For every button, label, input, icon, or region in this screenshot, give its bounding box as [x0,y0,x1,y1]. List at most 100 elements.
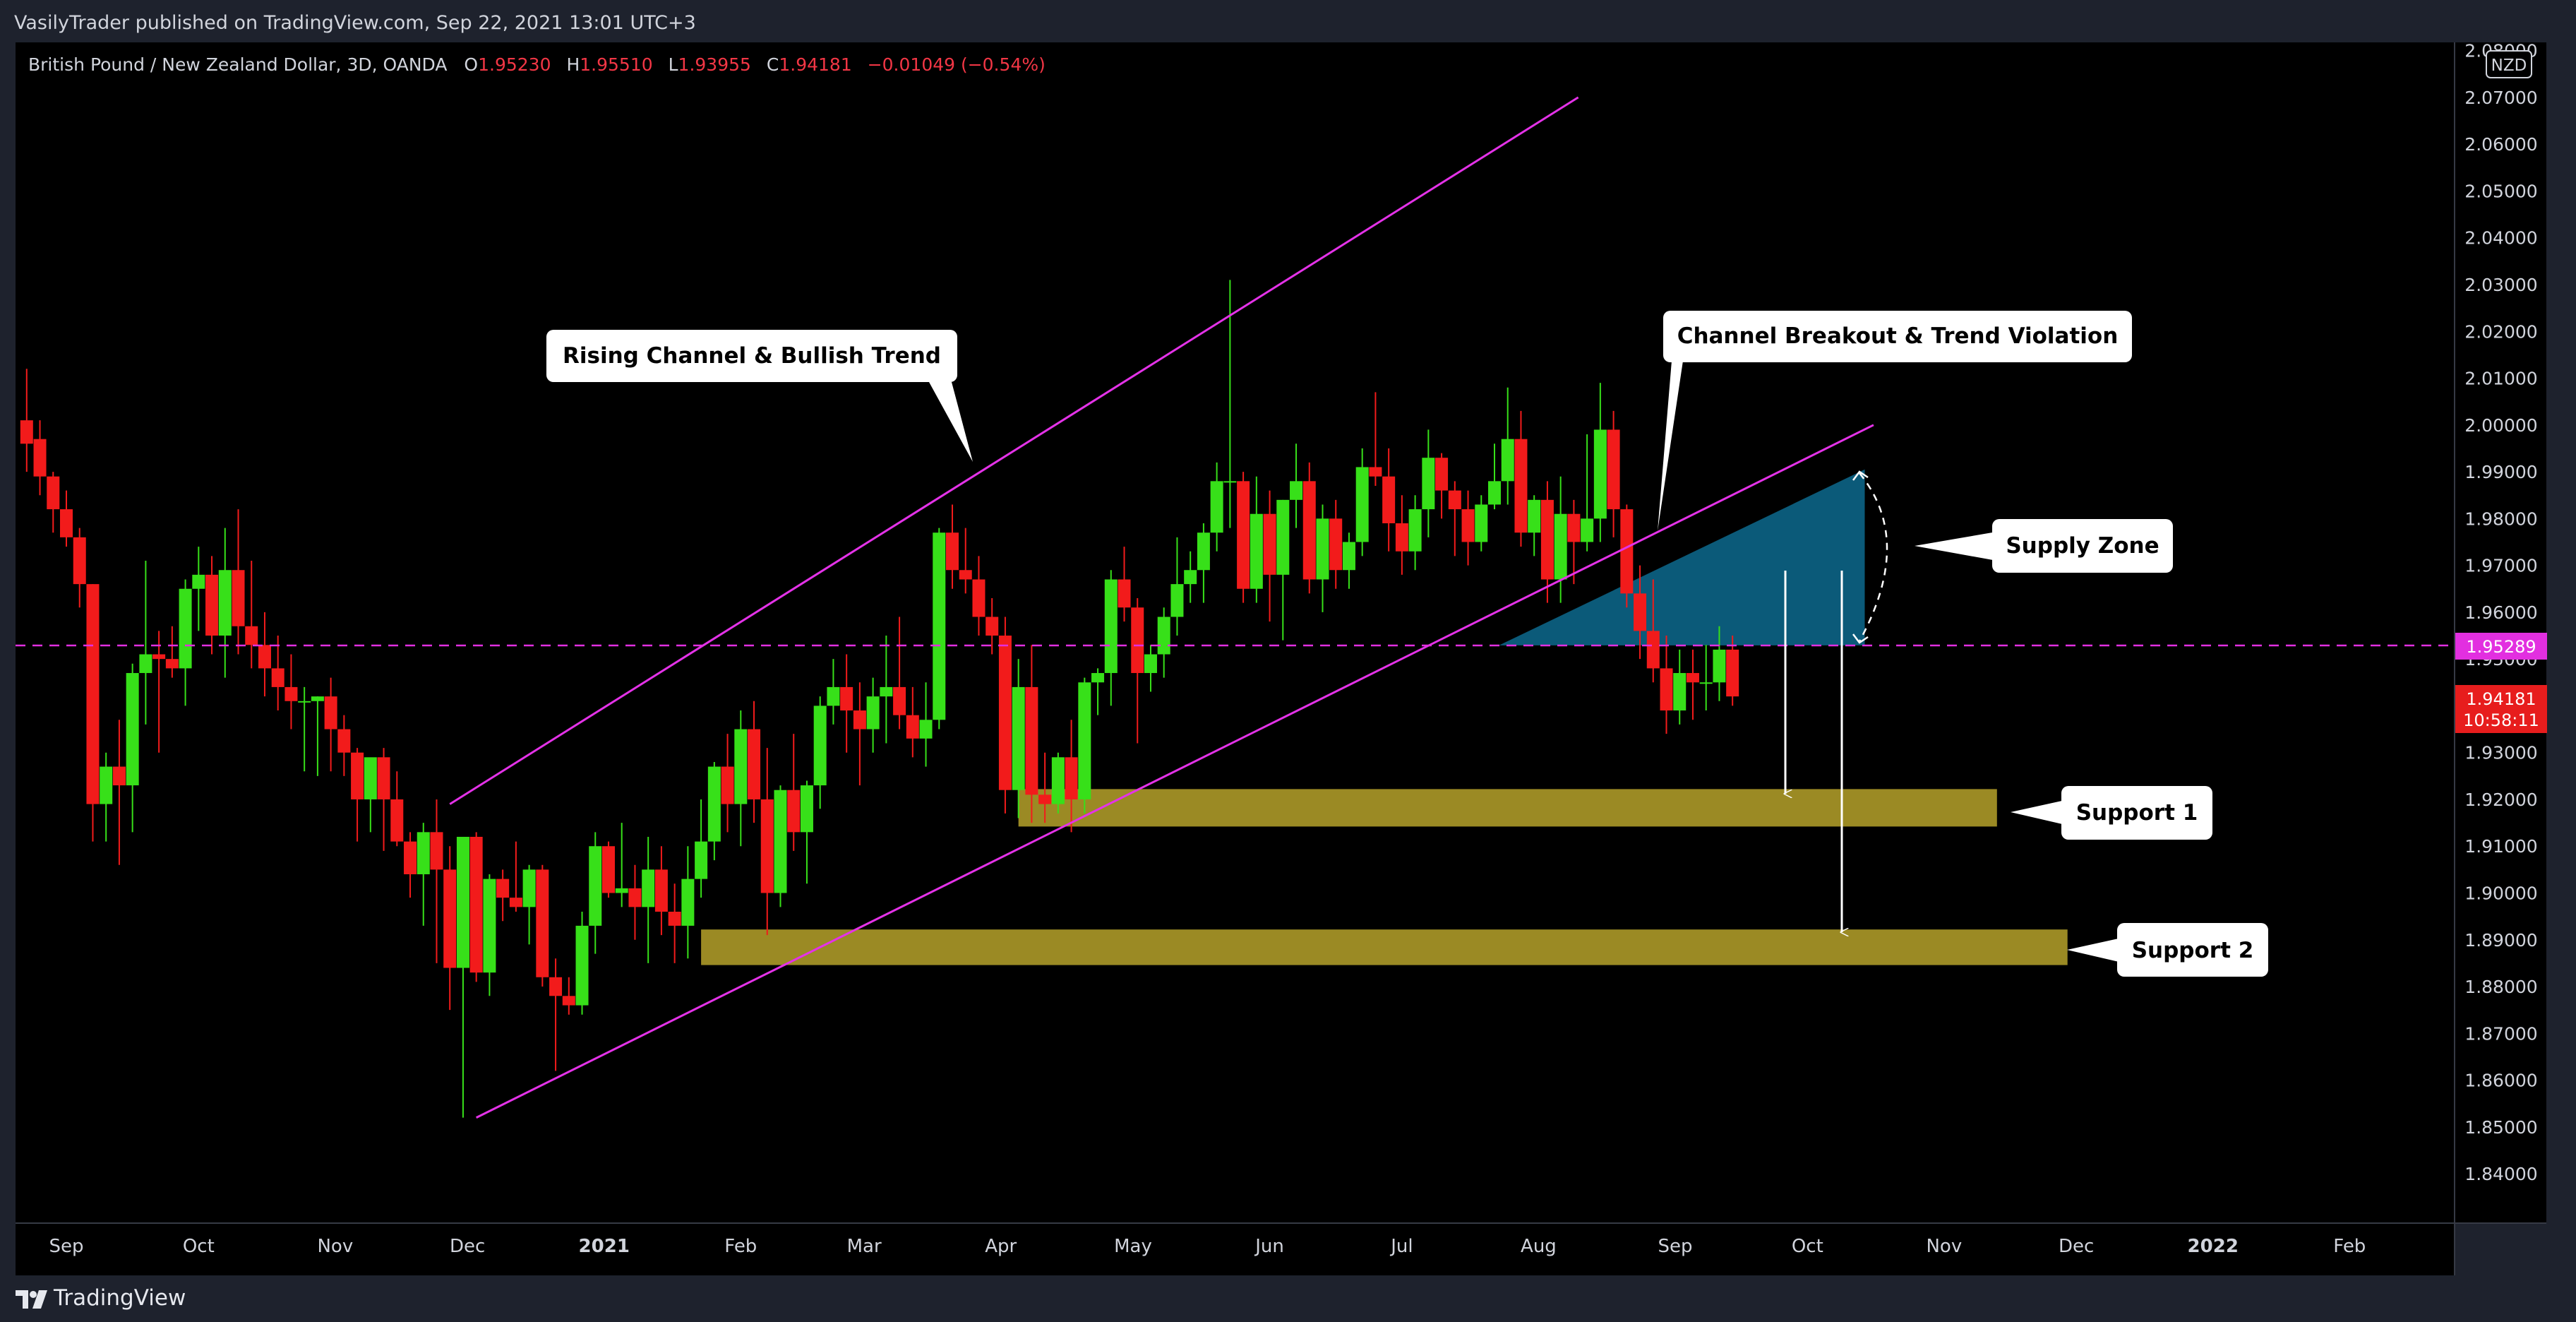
candle[interactable] [165,626,179,678]
candle[interactable] [271,636,284,711]
candle[interactable] [86,584,100,842]
candle[interactable] [284,654,298,730]
supply-zone[interactable] [1499,469,1865,645]
candle[interactable] [509,841,522,912]
candle[interactable] [1514,410,1528,547]
candle[interactable] [1646,579,1660,683]
candle[interactable] [721,734,734,833]
candle[interactable] [1501,387,1514,505]
candle[interactable] [456,836,469,1118]
candle[interactable] [1012,659,1025,818]
candle[interactable] [1435,453,1449,519]
candle[interactable] [1540,481,1554,603]
candle[interactable] [1461,490,1475,566]
candle[interactable] [60,490,73,547]
candle[interactable] [1184,551,1197,603]
time-scale[interactable] [16,1223,2455,1275]
candle[interactable] [364,757,377,833]
candle[interactable] [827,659,840,725]
candle[interactable] [1699,645,1713,711]
candle[interactable] [1593,383,1607,542]
candle[interactable] [1422,429,1435,537]
candle[interactable] [1276,499,1290,641]
candle[interactable] [311,696,324,776]
candle[interactable] [1250,476,1263,603]
candle[interactable] [1660,636,1673,734]
candle[interactable] [179,579,192,706]
candle[interactable] [748,701,761,823]
channel-upper-line[interactable] [449,96,1579,805]
candle[interactable] [483,874,496,996]
candle[interactable] [813,696,827,809]
candle[interactable] [1091,668,1105,715]
candle[interactable] [245,560,258,669]
candle[interactable] [152,631,166,753]
candle[interactable] [628,864,642,940]
candle[interactable] [919,682,933,767]
candle[interactable] [73,528,86,608]
candle[interactable] [1210,462,1223,552]
candle[interactable] [1051,752,1065,814]
candle[interactable] [1408,495,1422,571]
candle[interactable] [298,686,311,772]
candle[interactable] [205,556,219,655]
callout-support-2[interactable]: Support 2 [2067,923,2268,977]
candle[interactable] [258,612,271,697]
candle[interactable] [589,832,602,954]
candle[interactable] [337,715,351,776]
candle[interactable] [866,677,880,753]
candle[interactable] [430,799,443,963]
candle[interactable] [615,823,628,907]
candle[interactable] [1475,495,1488,552]
candle[interactable] [1395,495,1408,575]
candle[interactable] [549,958,563,1071]
currency-badge[interactable]: NZD [2486,50,2532,78]
candle[interactable] [404,832,417,898]
candle[interactable] [1290,443,1303,528]
candle[interactable] [1686,649,1699,720]
candle[interactable] [1448,481,1461,556]
candle[interactable] [1316,504,1329,612]
candle[interactable] [1329,499,1343,589]
candle[interactable] [417,823,430,926]
candle[interactable] [986,598,999,655]
candle[interactable] [972,556,986,636]
candle[interactable] [1726,636,1739,706]
callout-breakout[interactable]: Channel Breakout & Trend Violation [1658,311,2132,531]
candle[interactable] [654,846,668,936]
candle[interactable] [1038,752,1052,823]
candle[interactable] [126,663,139,833]
candle[interactable] [536,864,549,987]
candle[interactable] [1620,504,1634,608]
candle[interactable] [1382,448,1396,552]
candle[interactable] [853,682,866,786]
candle[interactable] [1065,720,1078,833]
candle[interactable] [1342,532,1355,589]
candle[interactable] [1025,645,1038,823]
candles[interactable] [20,280,1739,1118]
candle[interactable] [1237,472,1250,603]
candle[interactable] [734,710,748,847]
candle[interactable] [946,504,959,589]
candle[interactable] [1118,547,1131,622]
candle[interactable] [232,509,245,655]
candle[interactable] [695,799,708,898]
candle[interactable] [33,420,47,496]
candle[interactable] [100,752,113,842]
candle[interactable] [906,686,919,758]
supply-zone-layer[interactable] [1499,469,1865,645]
candle[interactable] [1528,495,1541,556]
candle[interactable] [1131,598,1144,744]
candle[interactable] [139,560,152,725]
candle[interactable] [1170,537,1184,636]
candle[interactable] [1634,565,1647,660]
candle[interactable] [192,547,205,631]
candle[interactable] [1607,410,1620,537]
candle[interactable] [1355,448,1369,556]
candle[interactable] [601,841,615,898]
candle[interactable] [1263,490,1276,622]
candle[interactable] [840,654,853,753]
candle[interactable] [1554,476,1567,603]
candle[interactable] [47,472,60,533]
support-zone-2[interactable] [701,929,2068,965]
